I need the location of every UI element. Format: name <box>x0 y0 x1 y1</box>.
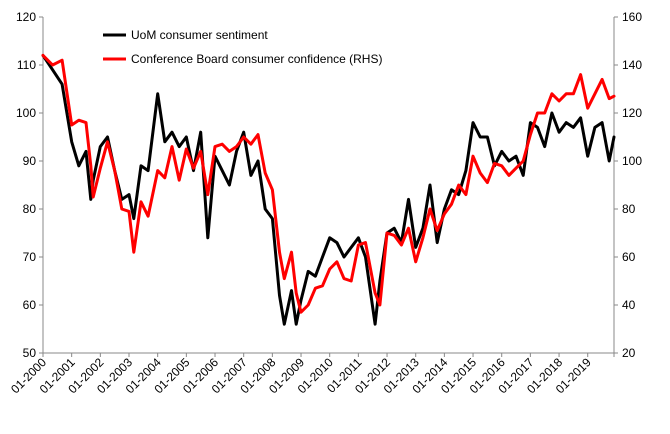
left-tick-label: 90 <box>23 154 37 168</box>
left-y-axis: 50 60 70 80 90 100 110 120 <box>16 10 44 360</box>
right-tick-label: 140 <box>622 58 642 72</box>
right-tick-label: 80 <box>622 202 636 216</box>
legend-label-uom: UoM consumer sentiment <box>131 28 268 42</box>
left-tick-label: 80 <box>23 202 37 216</box>
left-tick-label: 70 <box>23 250 37 264</box>
right-tick-label: 120 <box>622 106 642 120</box>
right-tick-label: 40 <box>622 298 636 312</box>
legend-label-conference-board: Conference Board consumer confidence (RH… <box>131 52 382 66</box>
left-tick-label: 110 <box>17 58 36 72</box>
left-tick-label: 60 <box>23 298 37 312</box>
legend: UoM consumer sentiment Conference Board c… <box>103 28 382 66</box>
conference-board-line <box>41 53 616 314</box>
left-tick-label: 100 <box>16 106 36 120</box>
series-lines <box>41 53 616 326</box>
x-axis: 01-200001-200101-200201-200301-200401-20… <box>8 352 615 396</box>
right-y-axis: 20 40 60 80 100 120 140 160 <box>613 10 642 360</box>
uom-sentiment-line <box>41 53 616 326</box>
right-tick-label: 60 <box>622 250 636 264</box>
left-tick-label: 50 <box>23 346 37 360</box>
right-tick-label: 100 <box>622 154 642 168</box>
right-tick-label: 160 <box>622 10 642 24</box>
right-tick-label: 20 <box>622 346 636 360</box>
left-tick-label: 120 <box>16 10 36 24</box>
